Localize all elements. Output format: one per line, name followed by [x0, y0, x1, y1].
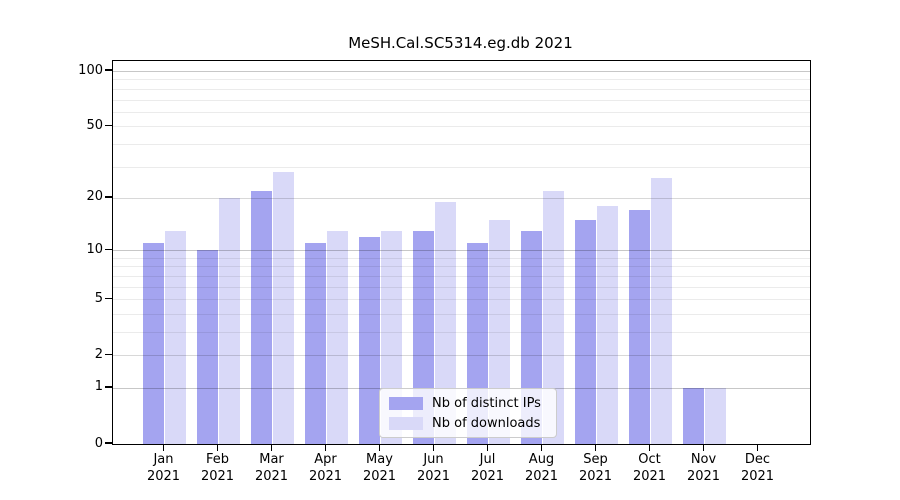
y-tick-label-1: 1 [94, 379, 103, 395]
y-tick-label-20: 20 [86, 189, 103, 205]
x-tick-label-may: May 2021 [350, 452, 410, 485]
y-tick-label-0: 0 [94, 435, 103, 451]
bar-nov-distinct-ips [683, 387, 705, 444]
y-tick-label-100: 100 [78, 62, 103, 78]
bar-sep-distinct-ips [575, 219, 597, 444]
legend-swatch-downloads [389, 416, 423, 430]
bars-layer [113, 61, 810, 444]
y-tick-mark-100 [104, 69, 112, 71]
x-tick-month: Feb [205, 452, 230, 467]
y-tick-mark-1 [104, 386, 112, 388]
x-tick-label-jan: Jan 2021 [134, 452, 194, 485]
legend: Nb of distinct IPs Nb of downloads [379, 388, 557, 438]
x-tick-year: 2021 [740, 468, 775, 484]
x-tick-mark-feb [216, 444, 219, 451]
y-tick-label-10: 10 [86, 241, 103, 257]
bar-jun-downloads [434, 201, 456, 444]
x-tick-label-feb: Feb 2021 [188, 452, 248, 485]
x-tick-label-nov: Nov 2021 [674, 452, 734, 485]
x-tick-year: 2021 [632, 468, 667, 484]
x-tick-year: 2021 [416, 468, 451, 484]
bar-feb-downloads [218, 197, 240, 444]
x-tick-mark-jun [432, 444, 435, 451]
x-tick-year: 2021 [686, 468, 721, 484]
y-tick-mark-10 [104, 248, 112, 250]
y-tick-mark-5 [104, 297, 112, 299]
x-tick-year: 2021 [524, 468, 559, 484]
x-tick-mark-dec [756, 444, 759, 451]
x-tick-month: Jan [153, 452, 174, 467]
x-tick-month: Oct [638, 452, 661, 467]
x-tick-label-mar: Mar 2021 [242, 452, 302, 485]
legend-label-distinct-ips: Nb of distinct IPs [432, 395, 541, 411]
x-tick-year: 2021 [362, 468, 397, 484]
x-tick-label-sep: Sep 2021 [566, 452, 626, 485]
x-tick-mark-jan [162, 444, 165, 451]
x-tick-month: Apr [314, 452, 337, 467]
x-tick-month: Jun [423, 452, 444, 467]
bar-mar-downloads [272, 171, 294, 444]
x-tick-mark-oct [648, 444, 651, 451]
x-tick-label-oct: Oct 2021 [620, 452, 680, 485]
bar-feb-distinct-ips [197, 250, 219, 444]
bar-sep-downloads [596, 206, 618, 444]
y-tick-mark-50 [104, 124, 112, 126]
x-tick-label-jul: Jul 2021 [458, 452, 518, 485]
y-tick-label-5: 5 [94, 290, 103, 306]
x-tick-month: Mar [259, 452, 284, 467]
legend-swatch-distinct-ips [389, 396, 423, 410]
bar-jul-downloads [488, 219, 510, 444]
x-tick-month: Jul [479, 452, 496, 467]
x-tick-year: 2021 [254, 468, 289, 484]
y-tick-mark-2 [104, 353, 112, 355]
x-tick-year: 2021 [308, 468, 343, 484]
bar-apr-distinct-ips [305, 243, 327, 444]
x-tick-mark-may [378, 444, 381, 451]
bar-may-distinct-ips [359, 236, 381, 444]
bar-mar-distinct-ips [251, 190, 273, 444]
x-tick-mark-sep [594, 444, 597, 451]
x-tick-mark-apr [324, 444, 327, 451]
x-tick-mark-nov [702, 444, 705, 451]
x-tick-label-aug: Aug 2021 [512, 452, 572, 485]
x-tick-year: 2021 [200, 468, 235, 484]
x-tick-year: 2021 [578, 468, 613, 484]
x-tick-year: 2021 [470, 468, 505, 484]
y-tick-mark-0 [104, 442, 112, 444]
x-tick-label-apr: Apr 2021 [296, 452, 356, 485]
y-tick-label-50: 50 [86, 117, 103, 133]
bar-jan-distinct-ips [143, 243, 165, 444]
x-tick-month: Aug [528, 452, 555, 467]
y-tick-mark-20 [104, 196, 112, 198]
x-tick-month: Sep [583, 452, 608, 467]
x-tick-month: Nov [690, 452, 717, 467]
bar-oct-downloads [650, 177, 672, 444]
bar-oct-distinct-ips [629, 210, 651, 444]
legend-item-downloads: Nb of downloads [389, 415, 547, 431]
x-tick-mark-jul [486, 444, 489, 451]
bar-apr-downloads [326, 230, 348, 444]
y-tick-label-2: 2 [94, 346, 103, 362]
x-tick-year: 2021 [146, 468, 181, 484]
plot-area: Nb of distinct IPs Nb of downloads [112, 60, 811, 445]
x-tick-label-dec: Dec 2021 [728, 452, 788, 485]
legend-item-distinct-ips: Nb of distinct IPs [389, 395, 547, 411]
bar-nov-downloads [704, 387, 726, 444]
chart-title: MeSH.Cal.SC5314.eg.db 2021 [348, 34, 573, 52]
x-tick-month: May [366, 452, 393, 467]
x-tick-label-jun: Jun 2021 [404, 452, 464, 485]
x-tick-month: Dec [744, 452, 771, 467]
x-tick-mark-aug [540, 444, 543, 451]
bar-aug-downloads [542, 190, 564, 444]
legend-label-downloads: Nb of downloads [432, 415, 541, 431]
x-tick-mark-mar [270, 444, 273, 451]
bar-jan-downloads [164, 230, 186, 444]
